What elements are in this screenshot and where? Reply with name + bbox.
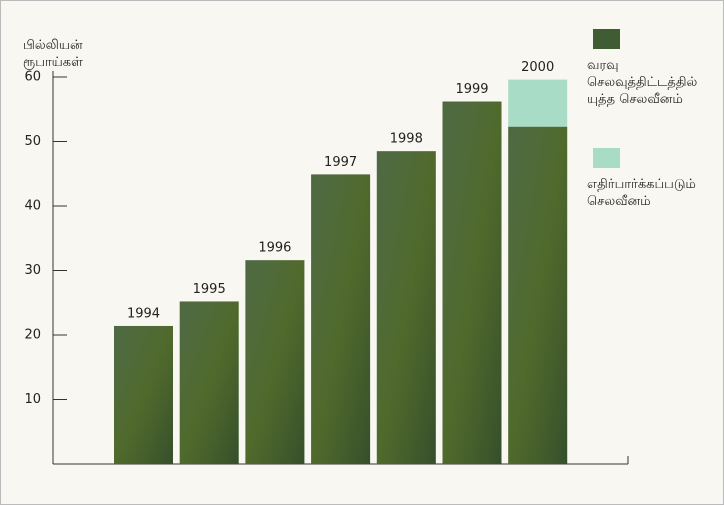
- bar-sheen: [179, 301, 239, 464]
- y-tick-label: 20: [24, 328, 41, 343]
- bar-sheen: [442, 101, 502, 464]
- y-label: பில்லியன் ரூபாய்கள்: [23, 38, 83, 70]
- y-tick-label: 10: [24, 392, 41, 407]
- bar-label: 1998: [390, 132, 423, 147]
- y-tick-label: 40: [24, 199, 41, 214]
- bar-label: 1996: [258, 241, 291, 256]
- bar-sheen: [245, 260, 305, 464]
- bar-sheen: [376, 151, 436, 465]
- y-tick-label: 50: [24, 134, 41, 149]
- bar-sheen: [508, 126, 568, 464]
- legend-label: வரவு செலவுத்திட்டத்தில் யுத்த செலவீனம்: [587, 58, 698, 107]
- bar-sheen: [311, 174, 371, 464]
- bar-label: 1994: [127, 306, 160, 321]
- legend-swatch: [593, 29, 620, 49]
- bar-label: 1999: [455, 82, 488, 97]
- bar-label: 2000: [521, 60, 554, 75]
- bar-label: 1997: [324, 155, 357, 170]
- bar-label: 1995: [193, 282, 226, 297]
- y-tick-label: 60: [24, 70, 41, 85]
- legend-label: எதிர்பார்க்கப்படும் செலவீனம்: [587, 177, 696, 209]
- y-tick-label: 30: [24, 263, 41, 278]
- bar-sheen: [114, 325, 173, 464]
- bar: [508, 79, 568, 127]
- legend-swatch: [593, 148, 620, 168]
